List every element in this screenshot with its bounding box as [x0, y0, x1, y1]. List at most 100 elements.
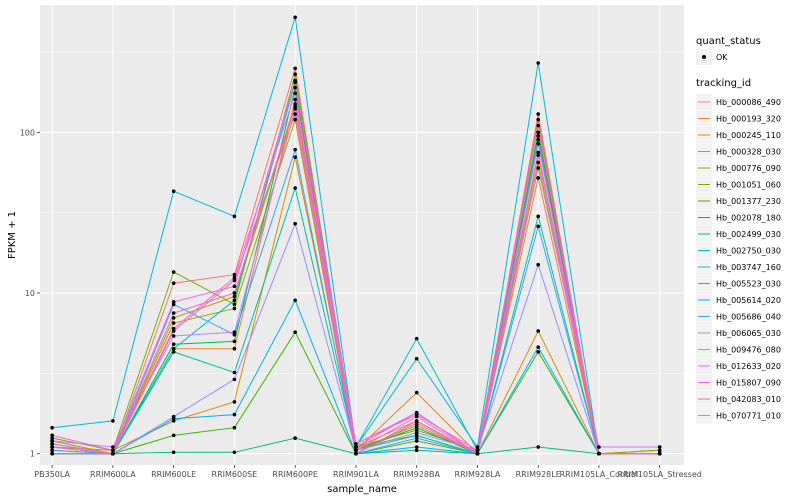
data-point — [414, 425, 419, 430]
data-point — [293, 155, 297, 160]
color-legend-label: Hb_001377_230 — [716, 197, 781, 206]
data-point — [293, 97, 297, 102]
data-point — [232, 298, 237, 303]
color-legend-label: Hb_003747_160 — [716, 263, 781, 272]
data-point — [50, 448, 54, 453]
data-point — [50, 436, 54, 440]
shape-legend-label: OK — [716, 53, 728, 62]
color-legend-label: Hb_001051_060 — [716, 181, 781, 190]
x-tick-label: RRIM928LA — [455, 470, 501, 479]
color-legend-label: Hb_005686_040 — [716, 313, 781, 322]
data-point — [232, 306, 237, 311]
data-point — [536, 345, 540, 349]
x-tick-label: RRIM105LA_Stressed — [618, 470, 702, 479]
data-point — [657, 445, 662, 449]
data-point — [50, 439, 54, 443]
data-point — [293, 85, 297, 90]
y-tick-label: 10 — [25, 289, 35, 298]
data-point — [232, 412, 237, 417]
color-legend-label: Hb_012633_020 — [716, 362, 781, 371]
data-point — [232, 370, 237, 375]
data-point — [50, 425, 54, 430]
shape-legend-title: quant_status — [696, 36, 761, 47]
data-point — [536, 134, 540, 138]
x-tick-label: RRIM901LA — [333, 470, 379, 479]
color-legend-items: Hb_000086_490 Hb_000193_320 Hb_000245_110 H… — [696, 94, 781, 424]
data-point — [414, 430, 419, 435]
legend-point-symbol — [702, 55, 706, 59]
data-point — [232, 425, 237, 430]
data-point — [50, 451, 54, 456]
data-point — [50, 433, 54, 438]
data-point — [414, 390, 419, 395]
y-tick-label: 1 — [30, 450, 35, 459]
data-point — [232, 214, 237, 219]
data-point — [536, 137, 540, 142]
data-point — [232, 284, 237, 289]
data-point — [232, 450, 237, 455]
color-legend-label: Hb_000086_490 — [716, 98, 781, 107]
x-tick-label: PB350LA — [34, 470, 70, 479]
data-point — [414, 336, 419, 341]
color-legend-label: Hb_002750_030 — [716, 247, 781, 256]
data-point — [232, 291, 237, 295]
color-legend-title: tracking_id — [696, 78, 751, 89]
data-point — [293, 436, 297, 440]
data-point — [354, 451, 358, 456]
legend: quant_status tracking_id OK Hb_000086_49… — [696, 36, 781, 424]
data-point — [293, 117, 297, 122]
data-point — [293, 330, 297, 335]
data-point — [536, 160, 540, 165]
data-point — [111, 451, 115, 456]
data-point — [536, 112, 540, 116]
data-point — [414, 445, 419, 449]
data-point — [293, 107, 297, 111]
data-point — [475, 451, 480, 456]
data-point — [536, 445, 540, 449]
shape-legend-items: OK — [696, 49, 728, 65]
data-point — [536, 329, 540, 333]
data-point — [536, 166, 540, 170]
data-point — [536, 153, 540, 158]
data-point — [111, 419, 115, 423]
data-point — [293, 221, 297, 226]
data-point — [475, 448, 480, 453]
data-point — [171, 334, 176, 338]
data-point — [171, 414, 176, 419]
color-legend-label: Hb_009476_080 — [716, 346, 781, 355]
data-point — [293, 15, 297, 20]
data-point — [536, 141, 540, 146]
x-axis: PB350LA RRIM600LA RRIM600LE RRIM600SE RRIM60… — [34, 465, 702, 479]
data-point — [171, 329, 176, 333]
data-point — [171, 311, 176, 315]
x-tick-label: RRIM600PE — [272, 470, 318, 479]
data-point — [232, 272, 237, 277]
color-legend-label: Hb_006065_030 — [716, 329, 781, 338]
data-point — [171, 433, 176, 438]
data-point — [293, 112, 297, 116]
data-point — [536, 61, 540, 65]
data-point — [536, 150, 540, 155]
data-point — [171, 450, 176, 455]
grid-major — [40, 5, 684, 465]
data-point — [293, 298, 297, 303]
data-point — [232, 346, 237, 351]
data-point — [293, 186, 297, 190]
data-point — [293, 147, 297, 152]
data-point — [111, 448, 115, 453]
data-point — [597, 445, 601, 449]
data-point — [232, 377, 237, 382]
y-axis: 1 10 100 — [20, 128, 40, 459]
data-point — [414, 436, 419, 440]
color-legend-label: Hb_000328_030 — [716, 148, 781, 157]
x-tick-label: RRIM600LE — [151, 470, 196, 479]
color-legend-label: Hb_015807_090 — [716, 379, 781, 388]
data-point — [232, 400, 237, 404]
data-point — [293, 102, 297, 106]
data-point — [414, 356, 419, 361]
data-point — [171, 346, 176, 351]
data-point — [536, 224, 540, 229]
data-point — [293, 78, 297, 83]
data-point — [171, 281, 176, 286]
color-legend-label: Hb_000776_090 — [716, 164, 781, 173]
